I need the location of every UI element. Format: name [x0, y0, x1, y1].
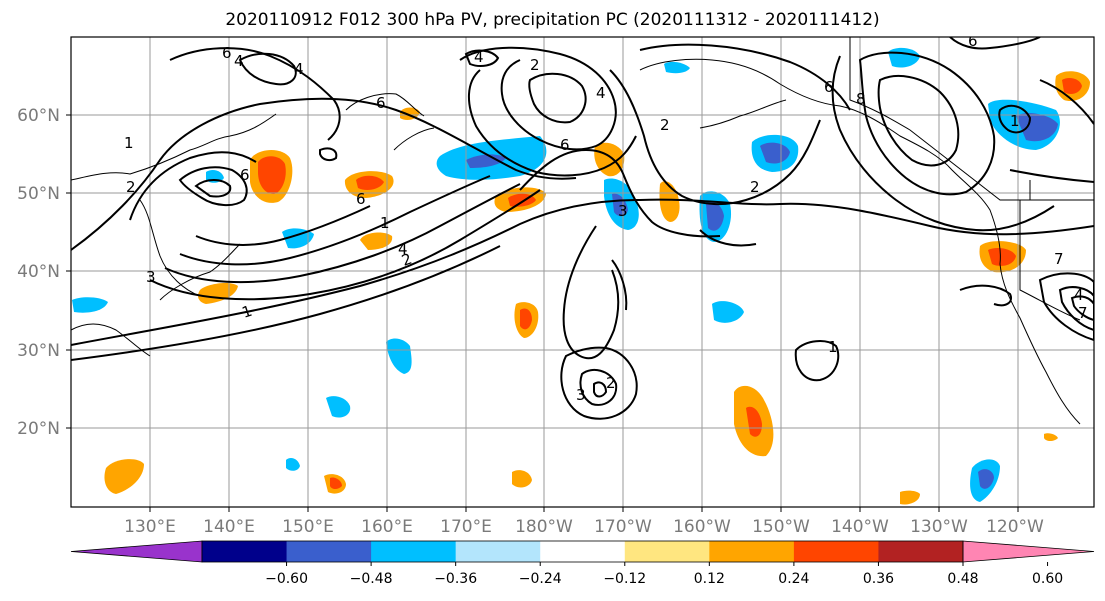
colorbar-segment — [709, 541, 795, 562]
pv-contours — [71, 37, 1094, 420]
colorbar-segment — [624, 541, 710, 562]
colorbar-tick-label: −0.48 — [350, 571, 393, 587]
lon-label: 120°W — [986, 517, 1044, 537]
colorbar-tick-label: 0.24 — [778, 571, 809, 587]
contour-label: 4 — [398, 240, 408, 258]
colorbar-segment — [371, 541, 457, 562]
lon-label: 170°E — [440, 517, 492, 537]
longitude-labels: 130°E 140°E 150°E 160°E 170°E 180°W 170°… — [124, 517, 1044, 537]
lat-label: 30°N — [17, 341, 60, 361]
colorbar-tick-label: 0.36 — [863, 571, 894, 587]
colorbar-segment — [455, 541, 541, 562]
map-panel — [71, 37, 1094, 507]
contour-label: 4 — [294, 60, 304, 78]
contour-label: 3 — [618, 202, 628, 220]
contour-label: 2 — [126, 178, 136, 196]
precipitation-shading — [72, 47, 1090, 505]
contour-label: 3 — [576, 386, 586, 404]
lon-label: 150°W — [752, 517, 810, 537]
contour-label: 7 — [1078, 304, 1088, 322]
lon-label: 160°E — [361, 517, 413, 537]
colorbar-tick-label: −0.60 — [265, 571, 308, 587]
lon-label: 180°W — [515, 517, 573, 537]
lon-label: 140°W — [831, 517, 889, 537]
contour-label: 1 — [124, 134, 134, 152]
latitude-labels: 20°N 30°N 40°N 50°N 60°N — [17, 106, 60, 439]
lon-label: 160°W — [673, 517, 731, 537]
lat-label: 60°N — [17, 106, 60, 126]
contour-label: 1 — [1010, 112, 1020, 130]
colorbar-segment — [286, 541, 372, 562]
lon-label: 130°W — [910, 517, 968, 537]
colorbar-tick-label: 0.48 — [947, 571, 978, 587]
contour-label: 6 — [824, 78, 834, 96]
lon-label: 140°E — [203, 517, 255, 537]
colorbar-tick-label: 0.60 — [1032, 571, 1063, 587]
lon-label: 130°E — [124, 517, 176, 537]
colorbar-tick-label: −0.24 — [519, 571, 562, 587]
contour-label: 6 — [376, 94, 386, 112]
colorbar-segment — [793, 541, 879, 562]
colorbar-tick-label: −0.12 — [603, 571, 646, 587]
contour-label: 2 — [606, 374, 616, 392]
contour-label: 6 — [222, 44, 232, 62]
map-frame — [70, 36, 1095, 508]
pv-contour-labels: 1 2 2 4 6 1 4 6 2 3 4 6 6 2 3 1 2 4 6 8 … — [124, 32, 1088, 404]
colorbar-segment — [540, 541, 626, 562]
lat-label: 20°N — [17, 419, 60, 439]
colorbar-extend-low — [70, 540, 203, 563]
contour-label: 2 — [660, 116, 670, 134]
colorbar-segment — [878, 541, 964, 562]
contour-label: 1 — [380, 214, 390, 232]
contour-label: 3 — [146, 268, 156, 286]
colorbar-segment — [202, 541, 288, 562]
colorbar-tick-label: 0.12 — [694, 571, 725, 587]
contour-label: 6 — [356, 190, 366, 208]
contour-label: 1 — [828, 338, 838, 356]
contour-label: 4 — [596, 84, 606, 102]
contour-label: 6 — [240, 166, 250, 184]
colorbar-extend-high — [962, 540, 1095, 563]
contour-label: 4 — [474, 48, 484, 66]
colorbar: −0.60 −0.48 −0.36 −0.24 −0.12 0.12 0.24 0.36 0.4… — [70, 540, 1095, 587]
contour-label: 4 — [1074, 286, 1084, 304]
contour-label: 2 — [530, 56, 540, 74]
contour-label: 6 — [560, 136, 570, 154]
lon-label: 170°W — [594, 517, 652, 537]
map-gridlines — [71, 37, 1094, 507]
axis-ticks — [66, 114, 1019, 512]
contour-label: 8 — [856, 90, 866, 108]
lat-label: 40°N — [17, 262, 60, 282]
colorbar-tick-label: −0.36 — [434, 571, 477, 587]
contour-label: 6 — [968, 32, 978, 50]
map-title: 2020110912 F012 300 hPa PV, precipitatio… — [225, 10, 880, 30]
colorbar-outline — [201, 540, 964, 563]
lat-label: 50°N — [17, 184, 60, 204]
contour-label: 4 — [234, 52, 244, 70]
lon-label: 150°E — [282, 517, 334, 537]
contour-label: 2 — [750, 178, 760, 196]
contour-label: 7 — [1054, 250, 1064, 268]
